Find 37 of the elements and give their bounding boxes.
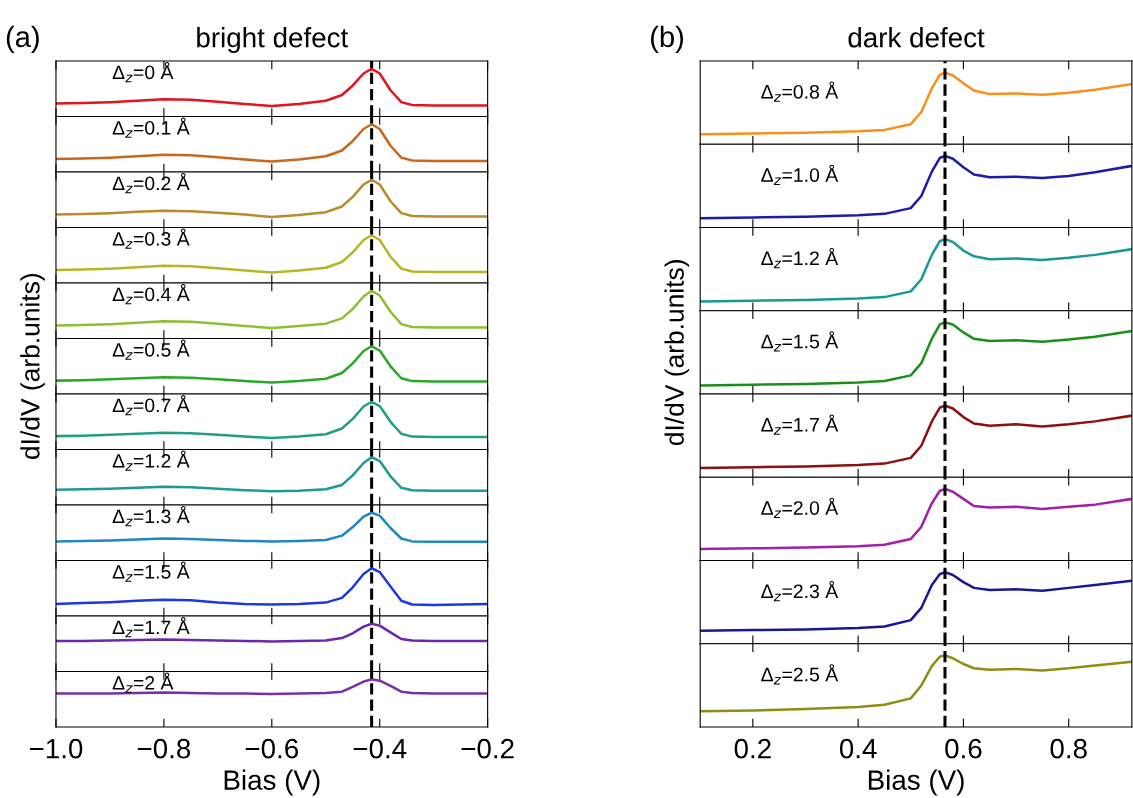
annotation: Δ$_{z}$=0.3 Å xyxy=(112,228,190,249)
x-axis-title: Bias (V) xyxy=(224,769,320,796)
annotation: Δ$_{z}$=0.4 Å xyxy=(112,284,190,305)
annotation: Δ$_{z}$=1.2 Å xyxy=(112,450,190,471)
annotation: Δ$_{z}$=0.7 Å xyxy=(112,395,190,416)
chart-subtitle: dark defect xyxy=(848,27,985,48)
x-tick-label: −0.6 xyxy=(245,738,298,759)
annotation: Δ$_{z}$=0.8 Å xyxy=(761,81,839,102)
annotation: Δ$_{z}$=2.5 Å xyxy=(761,664,839,685)
annotation: Δ$_{z}$=0.1 Å xyxy=(112,117,190,138)
annotation: Δ$_{z}$=2.3 Å xyxy=(761,580,839,602)
annotation: Δ$_{z}$=1.3 Å xyxy=(112,506,190,527)
annotation: Δ$_{z}$=1.2 Å xyxy=(761,247,839,269)
chart-title: (a) xyxy=(6,25,39,53)
chart-title: (b) xyxy=(651,25,684,53)
annotation: Δ$_{z}$=2.0 Å xyxy=(761,497,839,518)
x-axis-title: Bias (V) xyxy=(868,769,964,796)
annotation: Δ$_{z}$=0 Å xyxy=(112,62,174,83)
x-tick-label: 0.6 xyxy=(945,738,982,759)
chart-subtitle: bright defect xyxy=(197,27,349,53)
x-tick-label: 0.4 xyxy=(839,738,877,759)
x-tick-label: 0.8 xyxy=(1050,738,1087,759)
x-tick-label: −0.4 xyxy=(353,738,407,759)
annotation: Δ$_{z}$=2 Å xyxy=(112,672,174,693)
y-axis-title: dI/dV (arb.units) xyxy=(20,273,45,459)
annotation: Δ$_{z}$=1.5 Å xyxy=(112,561,190,582)
annotation: Δ$_{z}$=1.5 Å xyxy=(761,331,839,352)
annotation: Δ$_{z}$=1.7 Å xyxy=(112,617,190,638)
annotation: Δ$_{z}$=0.2 Å xyxy=(112,173,190,194)
x-tick-label: −0.8 xyxy=(137,738,191,759)
x-tick-label: 0.2 xyxy=(734,738,771,759)
annotation: Δ$_{z}$=0.5 Å xyxy=(112,339,190,360)
y-axis-title: dI/dV (arb.units) xyxy=(664,260,690,446)
x-tick-label: −0.2 xyxy=(461,738,514,759)
annotation: Δ$_{z}$=1.0 Å xyxy=(761,164,839,185)
x-tick-label: −1.0 xyxy=(29,738,83,759)
annotation: Δ$_{z}$=1.7 Å xyxy=(761,414,839,435)
